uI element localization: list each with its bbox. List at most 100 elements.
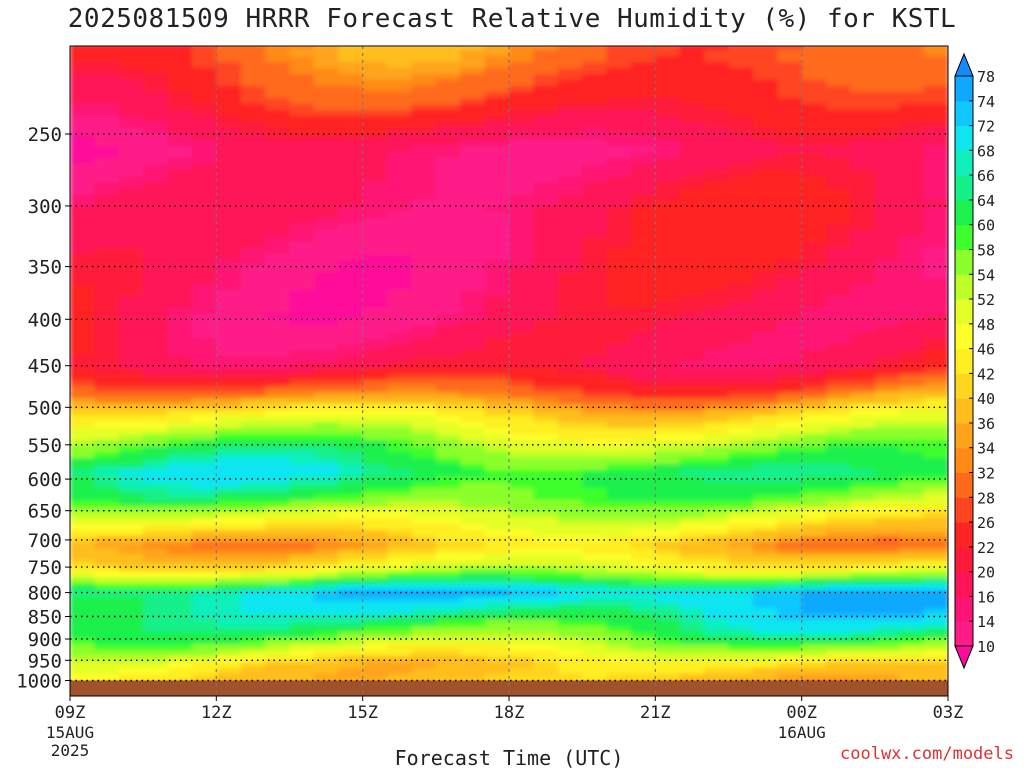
rh-cell [777, 566, 803, 573]
rh-cell [94, 206, 120, 213]
rh-cell [582, 188, 608, 195]
rh-cell [313, 554, 340, 561]
rh-cell [655, 62, 681, 69]
rh-cell [216, 278, 242, 285]
rh-cell [630, 320, 657, 327]
rh-cell [338, 434, 364, 441]
rh-cell [752, 170, 779, 177]
rh-cell [850, 440, 876, 447]
rh-cell [557, 548, 584, 555]
rh-cell [216, 632, 242, 639]
rh-cell [630, 494, 657, 501]
rh-cell [265, 464, 291, 471]
rh-cell [118, 80, 145, 87]
rh-cell [899, 170, 925, 177]
rh-cell [826, 596, 852, 603]
rh-cell [801, 464, 828, 471]
rh-cell [70, 512, 96, 519]
rh-cell [655, 572, 681, 579]
rh-cell [313, 56, 340, 63]
rh-cell [923, 476, 948, 483]
rh-cell [801, 404, 828, 411]
rh-cell [923, 206, 948, 213]
rh-cell [728, 152, 754, 159]
rh-cell [338, 338, 364, 345]
rh-cell [582, 110, 608, 117]
rh-cell [70, 164, 96, 171]
rh-cell [533, 116, 559, 123]
rh-cell [118, 278, 145, 285]
rh-cell [460, 548, 486, 555]
rh-cell [509, 206, 535, 213]
rh-cell [216, 464, 242, 471]
rh-cell [655, 332, 681, 339]
rh-cell [265, 446, 291, 453]
rh-cell [289, 644, 315, 651]
rh-cell [216, 56, 242, 63]
rh-cell [435, 494, 462, 501]
rh-cell [923, 236, 948, 243]
rh-cell [435, 662, 462, 669]
rh-cell [557, 296, 584, 303]
rh-cell [606, 428, 632, 435]
rh-cell [435, 632, 462, 639]
rh-cell [411, 260, 437, 267]
rh-cell [484, 650, 510, 657]
rh-cell [411, 266, 437, 273]
rh-cell [704, 626, 730, 633]
rh-cell [728, 392, 754, 399]
rh-cell [704, 350, 730, 357]
rh-cell [655, 554, 681, 561]
rh-cell [216, 602, 242, 609]
rh-cell [533, 500, 559, 507]
rh-cell [777, 392, 803, 399]
rh-cell [655, 46, 681, 51]
rh-cell [704, 500, 730, 507]
rh-cell [874, 46, 901, 51]
rh-cell [191, 170, 218, 177]
rh-cell [557, 308, 584, 315]
rh-cell [289, 584, 315, 591]
rh-cell [777, 626, 803, 633]
rh-cell [94, 128, 120, 135]
rh-cell [70, 152, 96, 159]
rh-cell [533, 506, 559, 513]
rh-cell [655, 104, 681, 111]
rh-cell [435, 398, 462, 405]
rh-cell [826, 308, 852, 315]
rh-cell [630, 182, 657, 189]
rh-cell [923, 506, 948, 513]
rh-cell [167, 236, 193, 243]
rh-cell [704, 374, 730, 381]
rh-cell [70, 326, 96, 333]
rh-cell [143, 68, 169, 75]
rh-cell [94, 416, 120, 423]
rh-cell [728, 578, 754, 585]
rh-cell [338, 158, 364, 165]
rh-cell [216, 164, 242, 171]
rh-cell [289, 200, 315, 207]
rh-cell [582, 200, 608, 207]
rh-cell [313, 104, 340, 111]
colorbar-label: 48 [977, 316, 995, 334]
rh-cell [70, 254, 96, 261]
rh-cell [265, 158, 291, 165]
rh-cell [411, 320, 437, 327]
rh-cell [509, 98, 535, 105]
rh-cell [118, 572, 145, 579]
rh-cell [704, 662, 730, 669]
rh-cell [899, 260, 925, 267]
rh-cell [509, 182, 535, 189]
rh-cell [265, 152, 291, 159]
rh-cell [167, 170, 193, 177]
rh-cell [899, 548, 925, 555]
rh-cell [923, 458, 948, 465]
rh-cell [387, 116, 413, 123]
rh-cell [630, 68, 657, 75]
rh-cell [874, 68, 901, 75]
rh-cell [850, 524, 876, 531]
rh-cell [118, 440, 145, 447]
rh-cell [143, 176, 169, 183]
rh-cell [655, 302, 681, 309]
rh-cell [679, 596, 706, 603]
